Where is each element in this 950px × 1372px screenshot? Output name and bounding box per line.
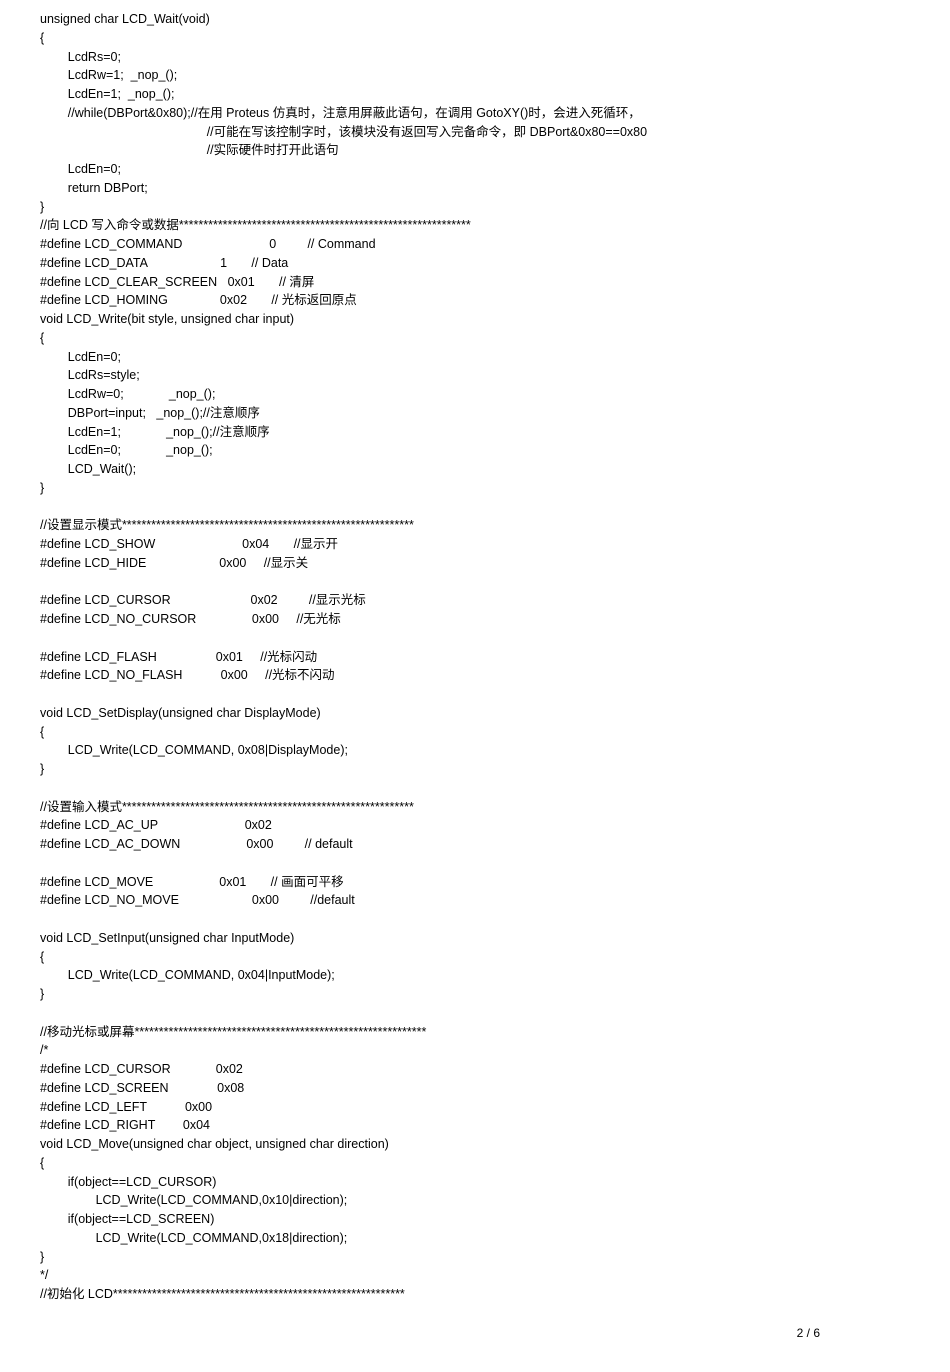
code-content: unsigned char LCD_Wait(void) { LcdRs=0; … <box>40 10 910 1304</box>
page-number: 2 / 6 <box>40 1304 910 1342</box>
